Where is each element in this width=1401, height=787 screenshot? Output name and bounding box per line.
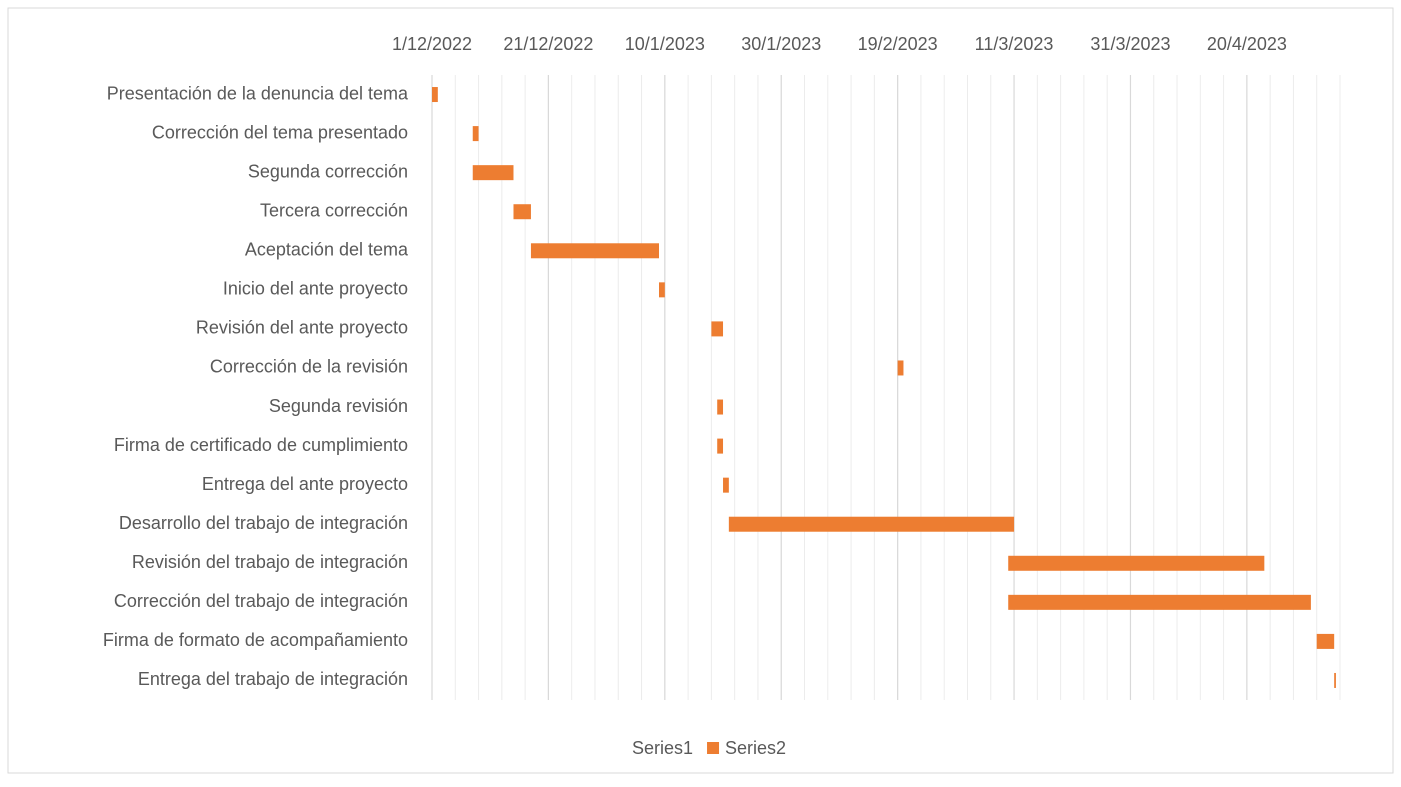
bar [728,516,1015,532]
y-tick-label: Corrección del trabajo de integración [114,591,408,611]
legend-label: Series2 [725,738,786,758]
legend-label: Series1 [632,738,693,758]
bar [472,126,479,142]
bar [723,477,729,493]
x-tick-label: 10/1/2023 [625,34,705,54]
y-tick-label: Presentación de la denuncia del tema [107,83,409,103]
bar [1008,594,1311,610]
y-tick-label: Corrección del tema presentado [152,122,408,142]
y-tick-label: Aceptación del tema [245,240,409,260]
x-tick-label: 31/3/2023 [1090,34,1170,54]
y-tick-label: Segunda corrección [248,161,408,181]
bar [472,165,514,181]
y-tick-label: Revisión del ante proyecto [196,318,408,338]
y-tick-label: Inicio del ante proyecto [223,279,408,299]
chart-frame [7,7,1394,774]
bar [711,321,724,337]
bar [659,282,665,298]
bar [530,243,659,259]
x-tick-label: 21/12/2022 [503,34,593,54]
bar [1316,633,1335,649]
y-tick-label: Segunda revisión [269,396,408,416]
bar [513,204,531,220]
y-tick-label: Desarrollo del trabajo de integración [119,513,408,533]
y-tick-label: Corrección de la revisión [210,357,408,377]
bar [897,360,904,376]
y-tick-label: Revisión del trabajo de integración [132,552,408,572]
y-tick-label: Entrega del trabajo de integración [138,669,408,689]
bar [1334,672,1336,688]
bar [717,399,724,415]
x-tick-label: 30/1/2023 [741,34,821,54]
y-tick-label: Firma de certificado de cumplimiento [114,435,408,455]
x-tick-label: 11/3/2023 [975,34,1054,54]
x-tick-label: 1/12/2022 [392,34,472,54]
x-tick-label: 20/4/2023 [1207,34,1287,54]
bar [1008,555,1265,571]
x-tick-label: 19/2/2023 [858,34,938,54]
bar [717,438,724,454]
y-tick-label: Entrega del ante proyecto [202,474,408,494]
bar [432,87,438,103]
legend-swatch [707,742,720,754]
y-tick-label: Firma de formato de acompañamiento [103,630,408,650]
y-tick-label: Tercera corrección [260,200,408,220]
